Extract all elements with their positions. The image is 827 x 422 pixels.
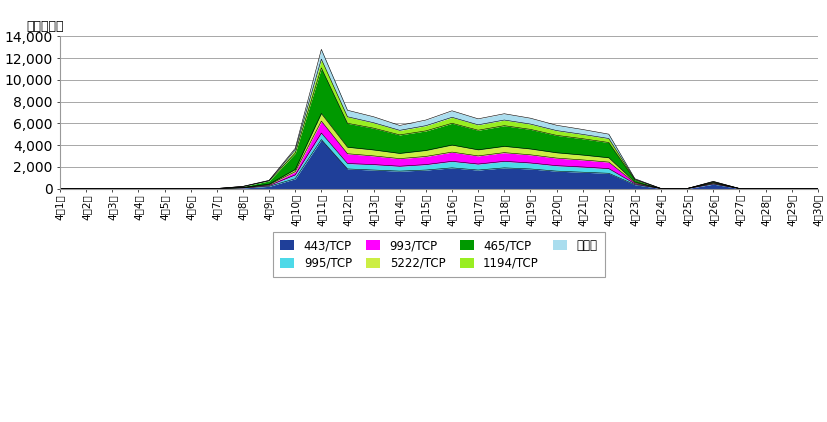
Text: （件／日）: （件／日） xyxy=(26,20,64,33)
Legend: 443/TCP, 995/TCP, 993/TCP, 5222/TCP, 465/TCP, 1194/TCP, その他: 443/TCP, 995/TCP, 993/TCP, 5222/TCP, 465… xyxy=(273,232,605,277)
